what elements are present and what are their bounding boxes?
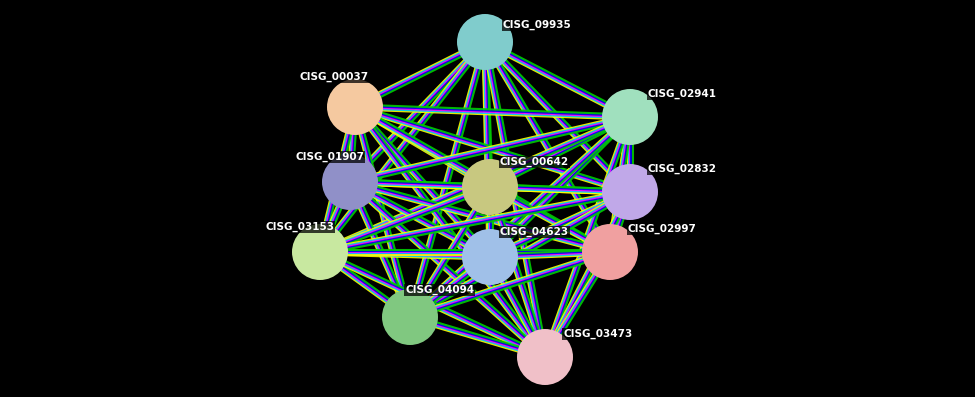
Circle shape [462,229,518,285]
Text: CISG_04094: CISG_04094 [405,285,474,295]
Text: CISG_02997: CISG_02997 [628,224,697,234]
Circle shape [382,289,438,345]
Text: CISG_03473: CISG_03473 [563,329,632,339]
Text: CISG_09935: CISG_09935 [503,20,571,30]
Text: CISG_03153: CISG_03153 [265,222,334,232]
Circle shape [602,89,658,145]
Text: CISG_04623: CISG_04623 [500,227,569,237]
Text: CISG_02832: CISG_02832 [648,164,717,174]
Circle shape [292,224,348,280]
Text: CISG_00037: CISG_00037 [300,72,370,82]
Circle shape [582,224,638,280]
Circle shape [462,159,518,215]
Circle shape [327,79,383,135]
Text: CISG_02941: CISG_02941 [648,89,717,99]
Circle shape [602,164,658,220]
Circle shape [457,14,513,70]
Text: CISG_01907: CISG_01907 [295,152,364,162]
Circle shape [517,329,573,385]
Text: CISG_00642: CISG_00642 [500,157,569,167]
Circle shape [322,154,378,210]
